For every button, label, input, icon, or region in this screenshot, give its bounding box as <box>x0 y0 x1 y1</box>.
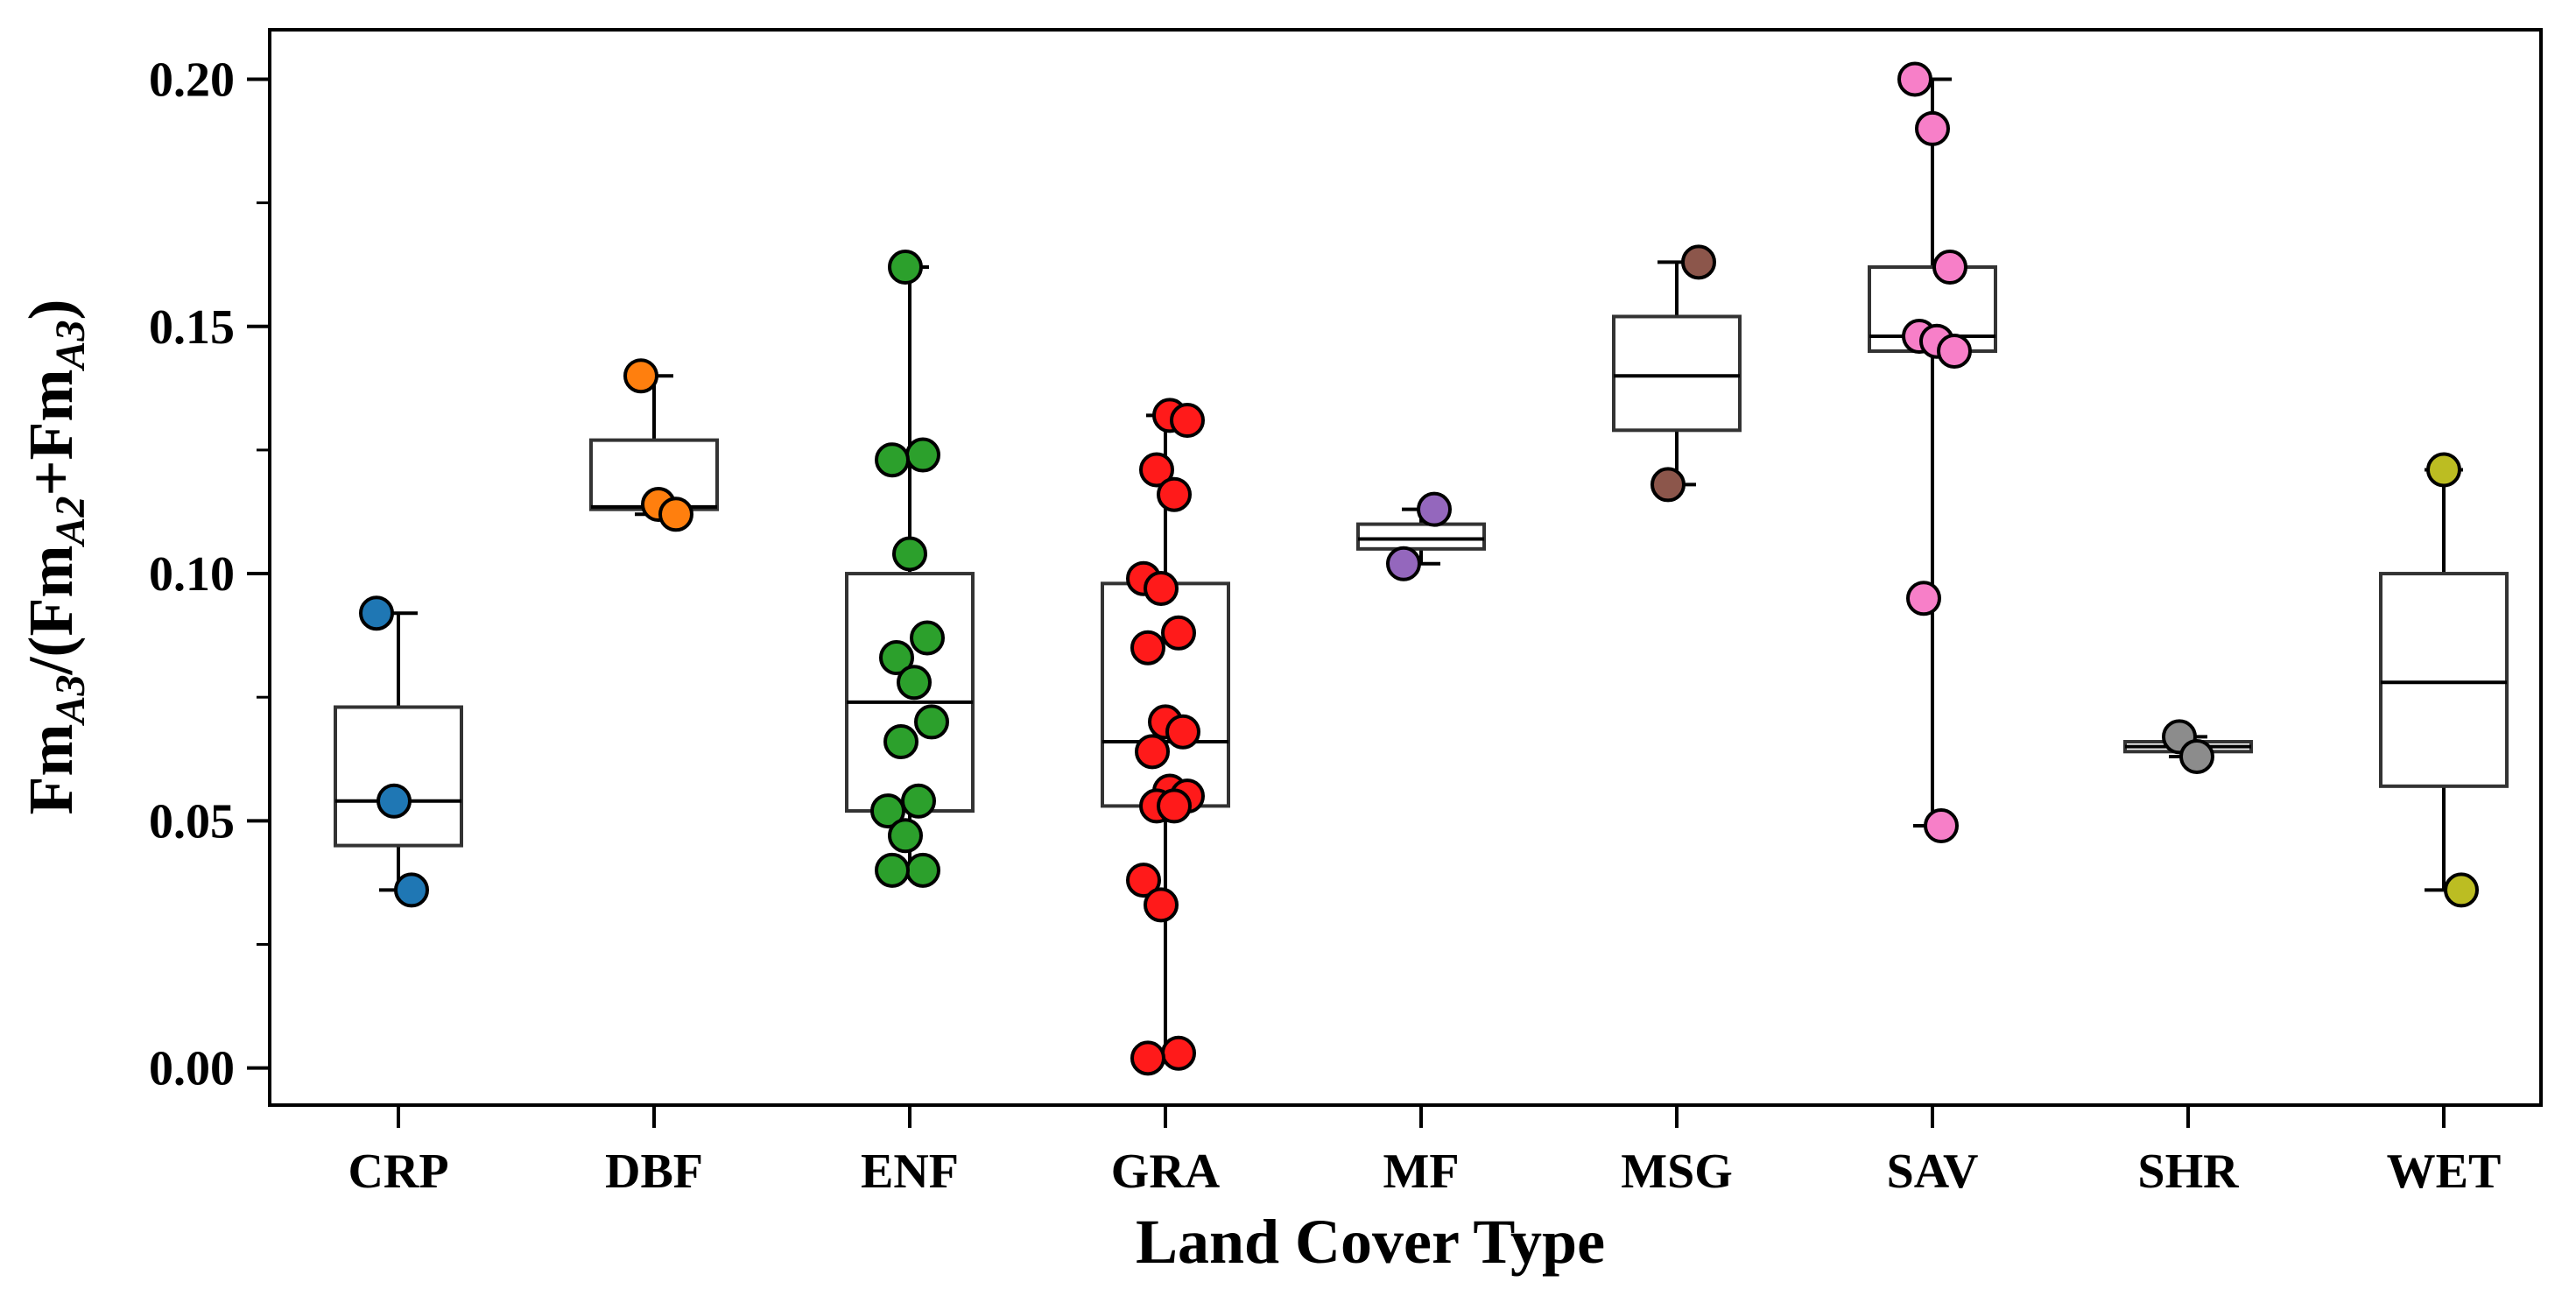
x-tick-label-enf: ENF <box>861 1145 959 1199</box>
y-tick-label: 0.00 <box>149 1042 235 1096</box>
points-msg <box>1650 244 1716 503</box>
data-point <box>1937 333 1972 369</box>
data-point <box>1157 476 1192 512</box>
data-point <box>1924 808 1959 844</box>
points-crp <box>359 595 429 908</box>
data-point <box>1932 250 1967 285</box>
y-tick-label: 0.20 <box>149 53 235 107</box>
points-gra <box>1126 398 1205 1076</box>
y-tick-label: 0.15 <box>149 300 235 355</box>
y-tick-label: 0.10 <box>149 547 235 602</box>
points-mf <box>1386 491 1452 581</box>
y-tick-label: 0.05 <box>149 794 235 849</box>
points-layer <box>359 61 2479 1076</box>
data-point <box>1897 61 1932 97</box>
data-point <box>1681 244 1716 280</box>
data-point <box>2179 738 2214 774</box>
y-title-mid1: /(Fm <box>16 546 86 676</box>
x-tick-label-wet: WET <box>2387 1145 2502 1199</box>
x-tick-label-dbf: DBF <box>605 1145 703 1199</box>
points-sav <box>1897 61 1972 844</box>
x-tick-label-sav: SAV <box>1887 1145 1979 1199</box>
data-point <box>1417 491 1452 527</box>
data-point <box>870 793 905 829</box>
points-dbf <box>623 358 693 532</box>
data-point <box>1915 110 1950 146</box>
x-axis: CRP DBF ENF GRA MF MSG SAV SHR WET <box>348 1105 2501 1199</box>
data-point <box>2426 452 2461 488</box>
data-point <box>888 250 923 285</box>
data-point <box>1906 581 1941 616</box>
data-point <box>888 818 923 854</box>
box-iqr <box>1101 581 1230 808</box>
data-point <box>892 536 927 572</box>
data-point <box>1135 734 1170 770</box>
box-iqr <box>2379 572 2509 788</box>
points-enf <box>870 250 949 888</box>
x-tick-label-msg: MSG <box>1621 1145 1733 1199</box>
data-point <box>905 852 940 888</box>
box-crp <box>334 611 463 892</box>
x-tick-label-gra: GRA <box>1111 1145 1221 1199</box>
data-point <box>1650 467 1686 503</box>
data-point <box>897 665 932 701</box>
data-point <box>1144 887 1179 923</box>
boxes-layer <box>334 77 2509 1060</box>
points-shr <box>2162 719 2214 774</box>
x-axis-title: Land Cover Type <box>1136 1207 1605 1277</box>
data-point <box>1157 788 1192 824</box>
y-axis: 0.00 0.05 0.10 0.15 0.20 <box>149 53 270 1096</box>
box-wet <box>2379 468 2509 892</box>
data-point <box>914 704 949 740</box>
data-point <box>377 783 412 819</box>
data-point <box>1161 615 1196 651</box>
y-title-sub1: A3 <box>47 674 94 726</box>
data-point <box>2444 872 2479 908</box>
box-msg <box>1612 260 1742 487</box>
data-point <box>1161 1035 1196 1071</box>
y-title-end: ) <box>16 299 86 320</box>
y-title-sub2: A2 <box>47 497 94 548</box>
box-mf <box>1356 507 1486 566</box>
data-point <box>879 640 914 676</box>
plot-frame <box>268 28 2543 1107</box>
points-wet <box>2426 452 2479 908</box>
y-axis-title: FmA3/(FmA2+FmA3) <box>16 299 94 815</box>
data-point <box>901 783 936 819</box>
data-point <box>623 358 658 394</box>
x-tick-label-mf: MF <box>1383 1145 1459 1199</box>
box-sav <box>1868 77 1997 828</box>
x-tick-label-shr: SHR <box>2137 1145 2239 1199</box>
data-point <box>359 595 394 631</box>
data-point <box>1170 403 1205 439</box>
data-point <box>1130 630 1165 666</box>
y-title-mid2: +Fm <box>16 370 86 497</box>
data-point <box>875 852 910 888</box>
box-iqr <box>1612 314 1742 433</box>
data-point <box>883 724 918 760</box>
data-point <box>1386 546 1421 581</box>
y-title-sub3: A3 <box>47 320 94 372</box>
box-gra <box>1101 413 1230 1060</box>
box-iqr <box>1356 522 1486 551</box>
x-tick-label-crp: CRP <box>348 1145 448 1199</box>
data-point <box>875 442 910 478</box>
y-title-base: Fm <box>16 723 86 814</box>
data-point <box>658 497 693 532</box>
data-point <box>1139 452 1174 488</box>
data-point <box>394 872 429 908</box>
data-point <box>905 437 940 473</box>
data-point <box>1165 714 1200 750</box>
data-point <box>1130 1040 1165 1076</box>
data-point <box>1144 570 1179 606</box>
data-point <box>1126 863 1161 898</box>
box-iqr <box>334 705 463 848</box>
data-point <box>910 620 945 656</box>
